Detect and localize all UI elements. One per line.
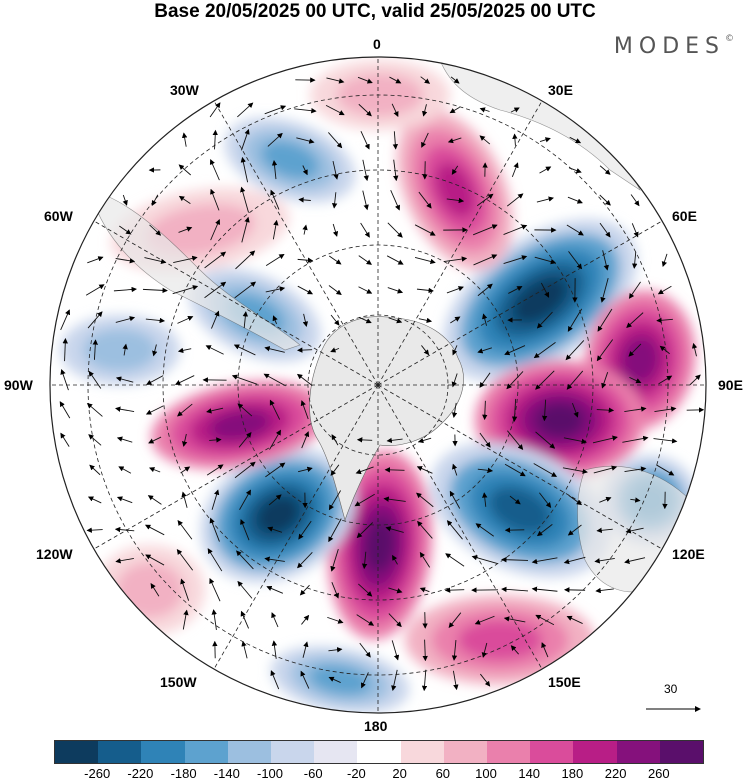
colorbar-swatch xyxy=(444,741,487,763)
lon-label-180: 180 xyxy=(364,718,387,734)
colorbar-swatch xyxy=(573,741,616,763)
colorbar-tick-label: 260 xyxy=(648,766,670,781)
lon-label-30e: 30E xyxy=(548,82,573,98)
colorbar-swatch xyxy=(228,741,271,763)
colorbar-tick-label: 220 xyxy=(605,766,627,781)
lon-label-120e: 120E xyxy=(672,546,705,562)
colorbar-tick-label: -220 xyxy=(127,766,153,781)
colorbar-tick-label: 100 xyxy=(475,766,497,781)
colorbar-tick-label: -180 xyxy=(171,766,197,781)
colorbar-swatch xyxy=(617,741,660,763)
wind-vector-arrow xyxy=(358,440,372,441)
vector-scale: 30 xyxy=(640,682,710,716)
lon-label-60w: 60W xyxy=(44,208,73,224)
lon-label-30w: 30W xyxy=(170,82,199,98)
colorbar-swatch xyxy=(487,741,530,763)
wind-vector-arrow xyxy=(385,470,404,471)
colorbar-tick-label: 180 xyxy=(562,766,584,781)
vector-scale-arrow-icon xyxy=(646,704,706,714)
colorbar-swatch xyxy=(530,741,573,763)
colorbar-tick-label: -260 xyxy=(84,766,110,781)
lon-label-90w: 90W xyxy=(4,377,33,393)
lon-label-150w: 150W xyxy=(160,674,197,690)
anomaly-contour xyxy=(83,328,157,371)
wind-vector-arrow xyxy=(565,590,585,591)
anomaly-contour xyxy=(458,620,542,660)
colorbar-tick-label: 140 xyxy=(518,766,540,781)
colorbar-tick-label: -20 xyxy=(347,766,366,781)
colorbar-ticks: -260 -220 -180 -140 -100 -60 -20 20 60 100 140 180 2… xyxy=(0,766,750,784)
colorbar-tick-label: -100 xyxy=(257,766,283,781)
colorbar-swatch xyxy=(314,741,357,763)
colorbar-tick-label: -140 xyxy=(214,766,240,781)
colorbar-swatch xyxy=(357,741,400,763)
anomaly-contour xyxy=(536,403,585,437)
colorbar-swatch xyxy=(98,741,141,763)
colorbar-swatch xyxy=(185,741,228,763)
lon-label-0: 0 xyxy=(373,36,381,52)
polar-map xyxy=(0,0,750,735)
colorbar-swatch xyxy=(141,741,184,763)
lon-label-150e: 150E xyxy=(548,674,581,690)
lon-label-90e: 90E xyxy=(718,377,743,393)
colorbar-tick-label: 20 xyxy=(392,766,406,781)
wind-vector-arrow xyxy=(298,350,312,351)
lon-label-60e: 60E xyxy=(672,208,697,224)
colorbar xyxy=(54,740,704,764)
anomaly-contour xyxy=(116,562,184,617)
colorbar-swatch xyxy=(55,741,98,763)
colorbar-swatch xyxy=(271,741,314,763)
colorbar-swatch xyxy=(401,741,444,763)
colorbar-swatch xyxy=(660,741,703,763)
colorbar-tick-label: -60 xyxy=(304,766,323,781)
lon-label-120w: 120W xyxy=(36,546,73,562)
vector-scale-label: 30 xyxy=(664,682,677,696)
colorbar-tick-label: 60 xyxy=(436,766,450,781)
